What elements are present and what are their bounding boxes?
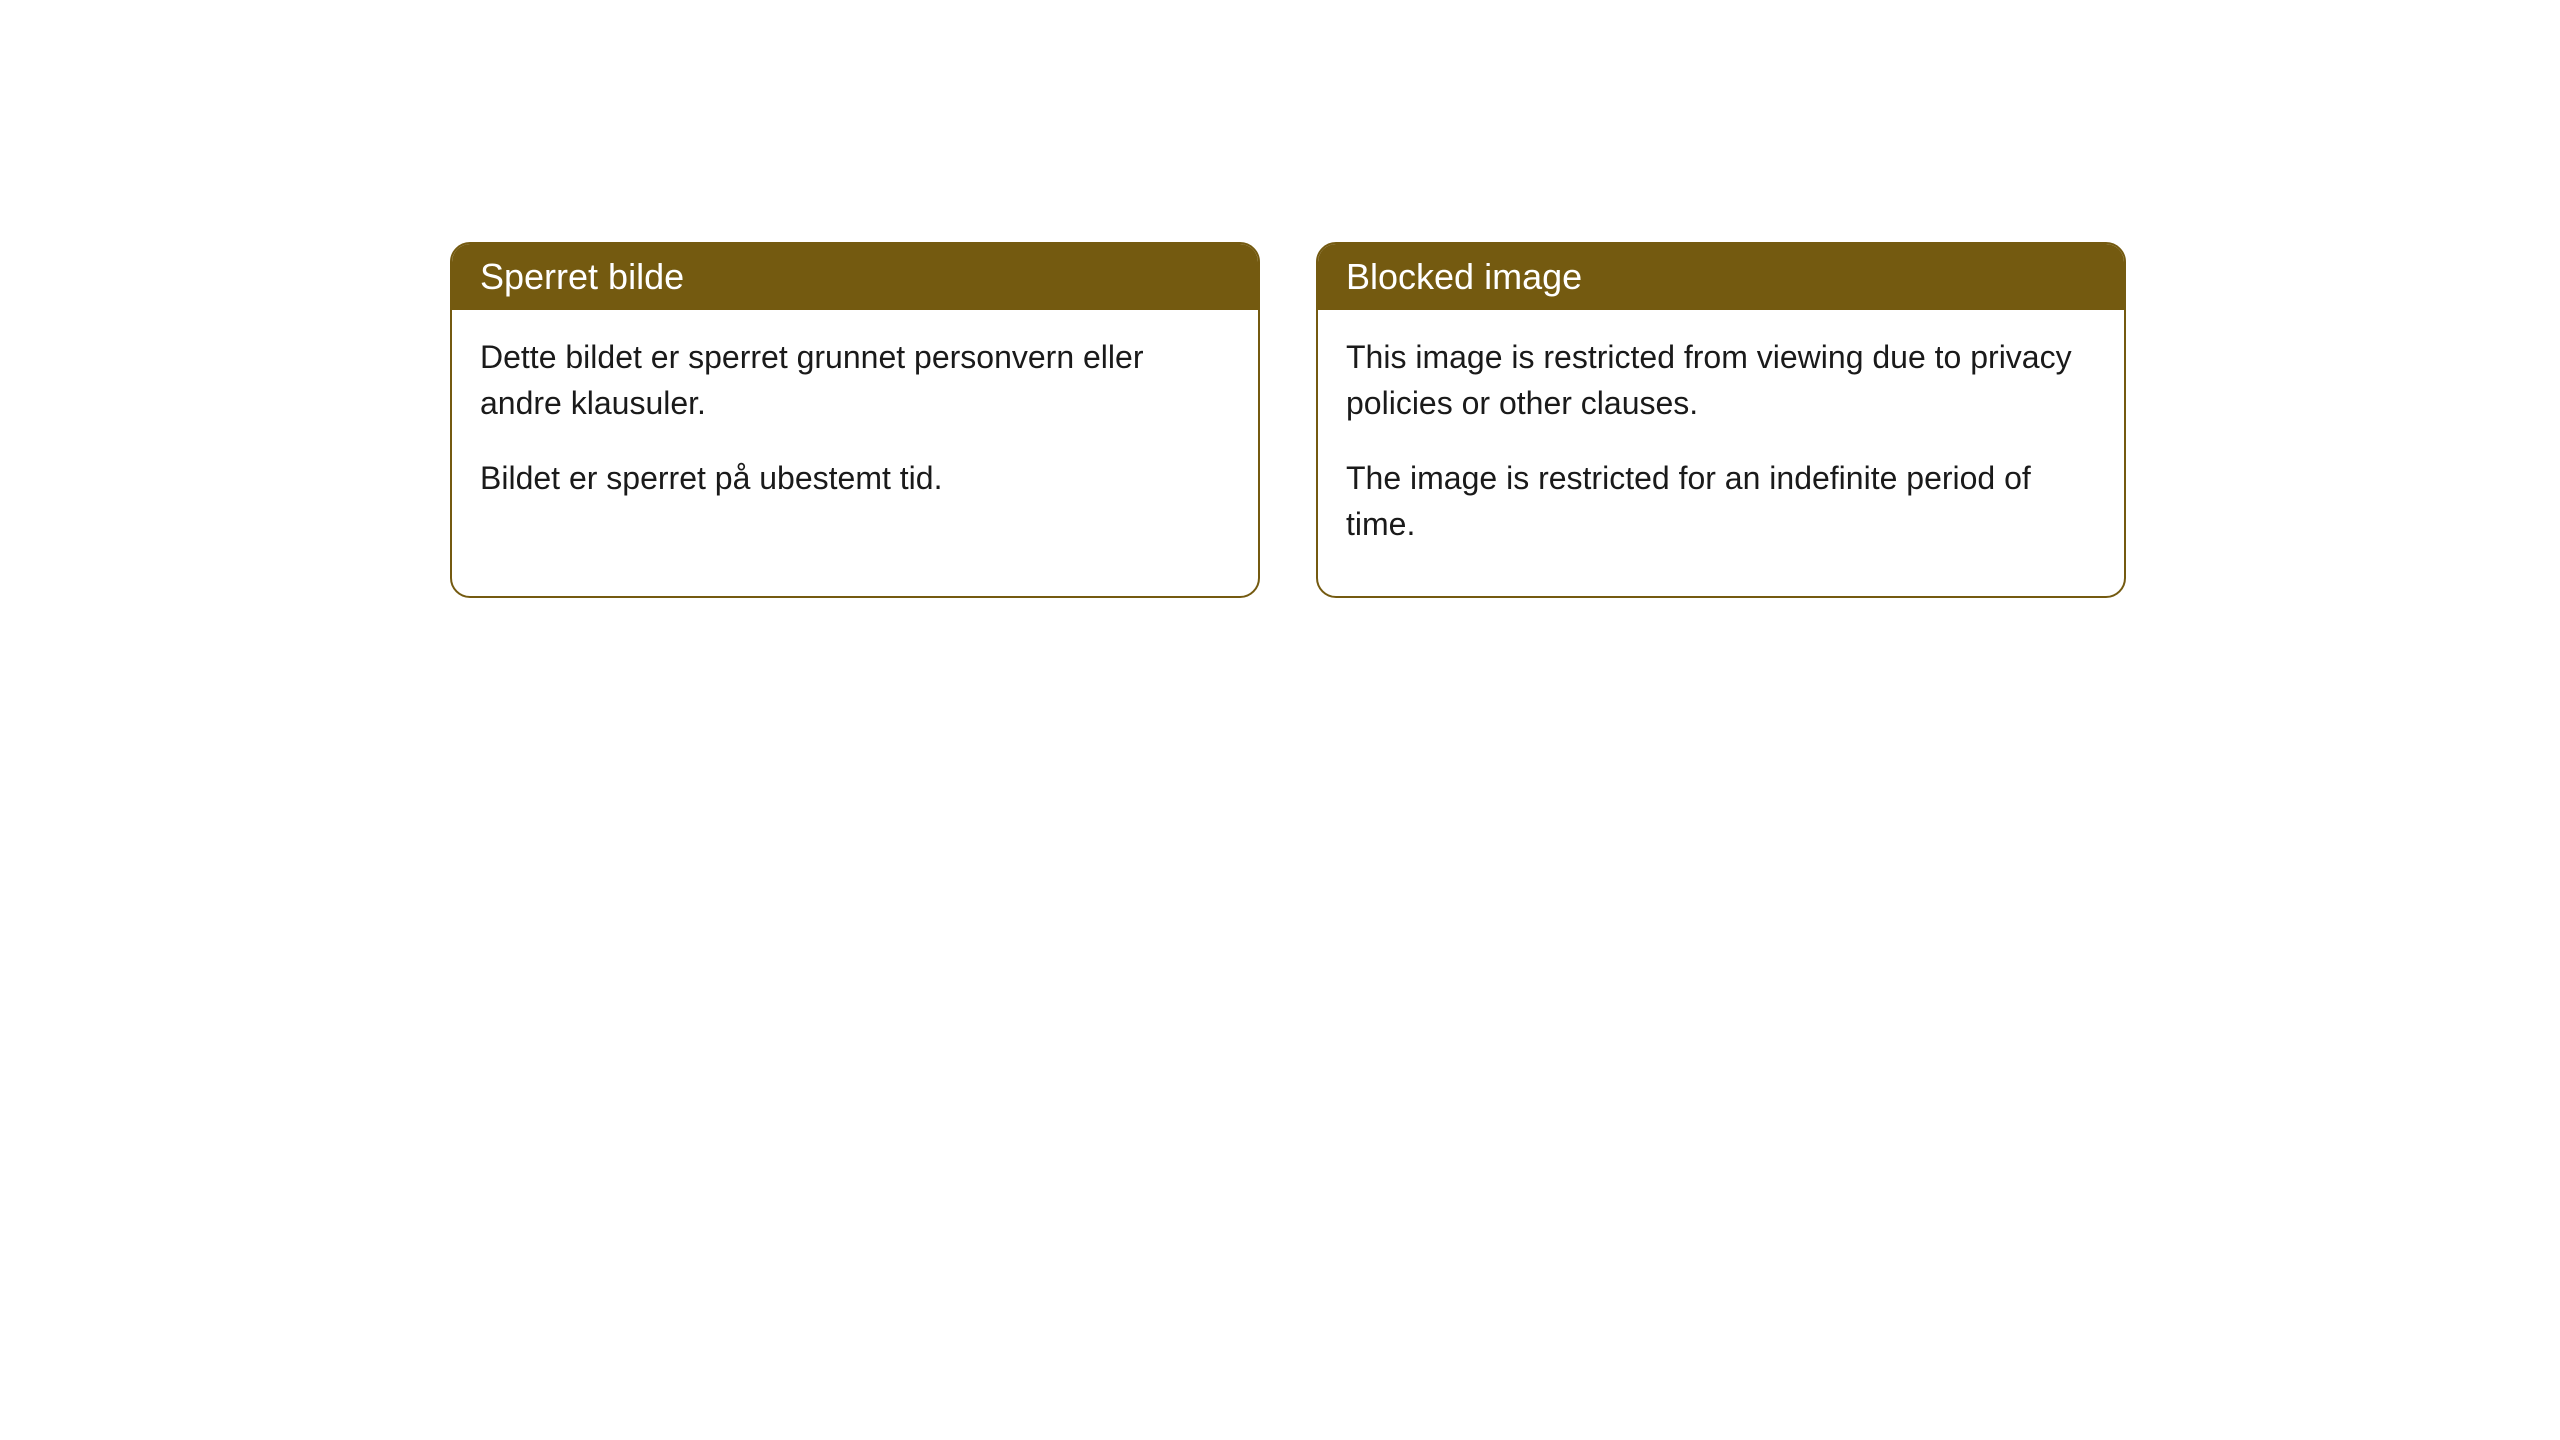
notice-card-body: Dette bildet er sperret grunnet personve… bbox=[452, 310, 1258, 549]
notice-card-para: The image is restricted for an indefinit… bbox=[1346, 455, 2096, 548]
notice-card-title: Sperret bilde bbox=[480, 256, 684, 297]
notice-card-header: Blocked image bbox=[1318, 244, 2124, 310]
notice-card-english: Blocked image This image is restricted f… bbox=[1316, 242, 2126, 598]
notice-card-norwegian: Sperret bilde Dette bildet er sperret gr… bbox=[450, 242, 1260, 598]
notice-card-para: This image is restricted from viewing du… bbox=[1346, 334, 2096, 427]
notice-cards-container: Sperret bilde Dette bildet er sperret gr… bbox=[450, 242, 2126, 598]
notice-card-body: This image is restricted from viewing du… bbox=[1318, 310, 2124, 596]
notice-card-para: Dette bildet er sperret grunnet personve… bbox=[480, 334, 1230, 427]
notice-card-header: Sperret bilde bbox=[452, 244, 1258, 310]
notice-card-title: Blocked image bbox=[1346, 256, 1582, 297]
notice-card-para: Bildet er sperret på ubestemt tid. bbox=[480, 455, 1230, 501]
